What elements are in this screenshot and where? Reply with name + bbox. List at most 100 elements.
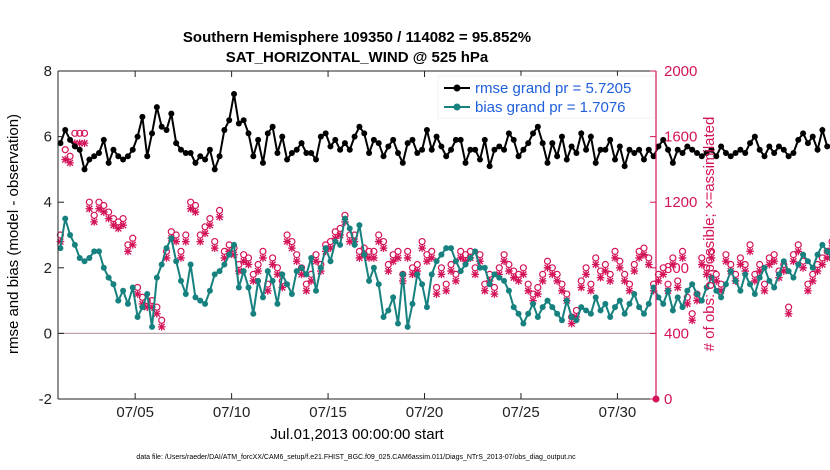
y2-tick-label: 1600 (664, 129, 697, 146)
rmse-point (775, 143, 782, 150)
bias-point (790, 274, 797, 281)
obs-assimilated-point (717, 286, 725, 295)
obs-possible-point (722, 251, 730, 259)
rmse-point (684, 143, 691, 150)
obs-assimilated-point (505, 267, 513, 275)
obs-assimilated-point (567, 319, 576, 328)
rmse-point (245, 130, 252, 137)
rmse-point (780, 146, 787, 153)
obs-assimilated-marker (529, 296, 537, 305)
bias-point (785, 268, 792, 275)
bias-point (612, 304, 619, 311)
rmse-point (433, 133, 440, 140)
obs-assimilated-marker (244, 260, 253, 269)
obs-assimilated-marker (297, 270, 306, 279)
obs-assimilated-point (746, 247, 754, 256)
rmse-point (221, 127, 228, 134)
obs-assimilated-point (157, 323, 166, 331)
bias-point (351, 241, 358, 248)
rmse-point (621, 163, 628, 170)
obs-possible-point (809, 270, 817, 278)
obs-assimilated-marker (698, 260, 706, 269)
rmse-point (303, 150, 310, 156)
obs-assimilated-point (751, 277, 759, 285)
obs-assimilated-marker (779, 267, 788, 275)
obs-assimilated-point (153, 309, 161, 318)
rmse-point (510, 136, 517, 143)
rmse-point (95, 150, 102, 156)
rmse-series-line (59, 93, 830, 173)
obs-assimilated-point (688, 316, 696, 325)
y-tick-label: 0 (44, 325, 52, 342)
obs-assimilated-marker (447, 267, 455, 275)
obs-assimilated-marker (235, 267, 243, 275)
rmse-point (809, 133, 816, 140)
obs-assimilated-point (784, 309, 793, 318)
rmse-point (284, 156, 291, 163)
rmse-point (149, 130, 156, 137)
obs-assimilated-point (133, 290, 142, 298)
rmse-point (327, 143, 334, 150)
x-axis-label: Jul.01,2013 00:00:00 start (270, 426, 444, 443)
obs-assimilated-marker (312, 257, 320, 266)
obs-assimilated-point (736, 260, 745, 269)
bias-point (187, 261, 194, 268)
bias-point (515, 310, 522, 317)
obs-assimilated-point (616, 264, 624, 272)
obs-assimilated-marker (534, 290, 542, 298)
obs-assimilated-marker (611, 254, 619, 262)
bias-point (621, 310, 628, 317)
rmse-point (110, 146, 117, 153)
obs-possible-point (674, 277, 682, 285)
obs-assimilated-point (596, 273, 605, 282)
bias-point (361, 251, 368, 258)
obs-assimilated-marker (452, 277, 460, 285)
bias-point (356, 222, 363, 229)
rmse-point (563, 156, 570, 163)
obs-assimilated-point (109, 221, 118, 229)
rmse-point (313, 156, 320, 163)
bias-point (558, 317, 565, 324)
x-tick-label: 07/10 (213, 404, 251, 421)
obs-assimilated-marker (100, 208, 108, 216)
rmse-point (457, 136, 464, 143)
bias-point (100, 264, 107, 271)
rmse-point (607, 136, 614, 143)
rmse-point (640, 156, 647, 163)
bias-point (510, 304, 517, 311)
obs-assimilated-point (297, 270, 306, 279)
rmse-point (713, 153, 720, 160)
rmse-point (177, 146, 184, 153)
obs-assimilated-point (794, 247, 803, 256)
obs-assimilated-marker (109, 221, 118, 229)
obs-assimilated-point (292, 257, 301, 266)
obs-assimilated-point (480, 286, 489, 295)
rmse-point (587, 133, 594, 140)
legend-rmse-label: rmse grand pr = 5.7205 (475, 80, 631, 97)
obs-assimilated-point (201, 229, 209, 238)
bias-point (95, 248, 102, 255)
obs-assimilated-marker (770, 257, 778, 266)
obs-assimilated-marker (456, 254, 465, 262)
rmse-point (115, 153, 122, 160)
rmse-point (259, 159, 266, 166)
bias-point (346, 225, 353, 232)
obs-assimilated-marker (384, 267, 393, 275)
bias-point (269, 277, 276, 284)
bias-point (226, 251, 233, 258)
bias-point (110, 281, 117, 288)
obs-assimilated-marker (196, 237, 205, 246)
y-tick-label: 2 (44, 260, 52, 277)
bias-point (448, 245, 455, 252)
bias-point (211, 271, 218, 278)
rmse-point (689, 146, 696, 153)
rmse-point (486, 163, 493, 170)
rmse-point (351, 133, 358, 140)
chart-title: Southern Hemisphere 109350 / 114082 = 95… (183, 29, 531, 46)
bias-point (578, 304, 585, 311)
obs-assimilated-marker (514, 277, 523, 285)
obs-assimilated-point (100, 208, 108, 216)
obs-possible-point (746, 241, 754, 249)
bias-point (240, 268, 247, 275)
rmse-point (168, 110, 175, 117)
